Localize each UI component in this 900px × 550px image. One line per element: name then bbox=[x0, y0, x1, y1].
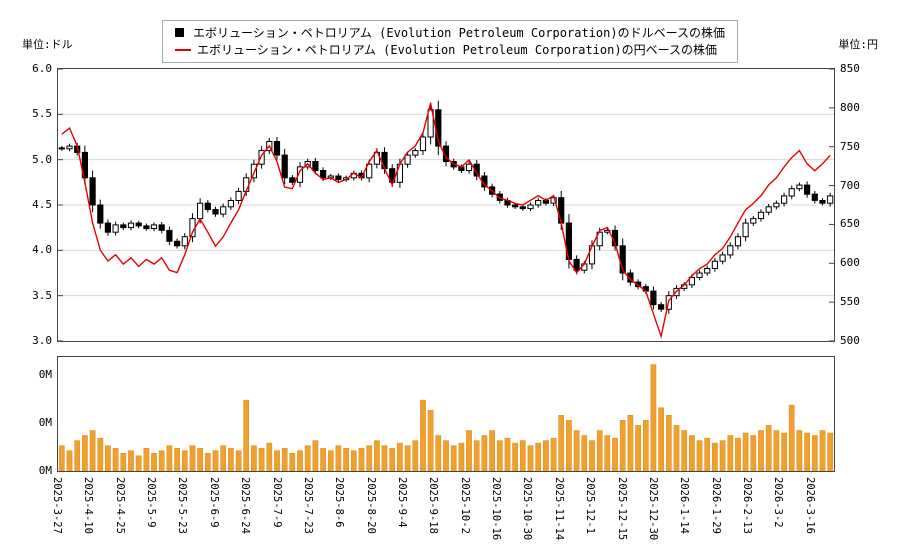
date-tick-label: 2025-5-23 bbox=[176, 477, 189, 534]
right-axis-tick-label: 650 bbox=[840, 217, 860, 231]
right-axis-tick-label: 550 bbox=[840, 295, 860, 309]
date-tick-label: 2026-3-2 bbox=[772, 477, 785, 528]
date-tick-label: 2026-3-16 bbox=[803, 477, 816, 534]
date-tick-label: 2026-1-14 bbox=[678, 477, 691, 534]
left-axis-tick-label: 3.0 bbox=[32, 334, 52, 347]
volume-chart bbox=[57, 356, 835, 472]
date-tick-label: 2025-7-9 bbox=[270, 477, 283, 528]
date-tick-label: 2025-7-23 bbox=[301, 477, 314, 534]
usd-series-marker-icon bbox=[175, 28, 185, 37]
volume-chart-canvas bbox=[58, 364, 834, 472]
price-chart-canvas bbox=[58, 68, 834, 342]
date-tick-label: 2025-5-9 bbox=[145, 477, 158, 528]
right-axis-unit-label: 単位:円 bbox=[838, 38, 878, 51]
date-tick-label: 2025-6-9 bbox=[207, 477, 220, 528]
volume-axis-tick-label: 0M bbox=[38, 464, 52, 477]
right-axis-tick-label: 700 bbox=[840, 178, 860, 192]
left-axis-tick-label: 5.5 bbox=[32, 107, 52, 121]
right-axis-tick-label: 750 bbox=[840, 139, 860, 153]
price-chart bbox=[57, 68, 835, 342]
right-axis-tick-label: 600 bbox=[840, 256, 860, 270]
volume-axis-tick-label: 0M bbox=[38, 368, 52, 382]
date-tick-label: 2025-12-30 bbox=[646, 477, 659, 541]
left-axis-unit-label: 単位:ドル bbox=[22, 38, 73, 51]
legend-row-jpy: エボリューション・ペトロリアム (Evolution Petroleum Cor… bbox=[175, 41, 725, 58]
date-tick-label: 2025-10-16 bbox=[490, 477, 503, 541]
date-tick-label: 2025-4-25 bbox=[113, 477, 126, 534]
date-tick-label: 2025-8-6 bbox=[333, 477, 346, 528]
left-axis-tick-label: 5.0 bbox=[32, 152, 52, 166]
date-tick-label: 2026-2-13 bbox=[740, 477, 753, 534]
date-tick-label: 2025-6-24 bbox=[239, 477, 252, 534]
volume-axis-tick-label: 0M bbox=[38, 416, 52, 430]
date-tick-label: 2025-3-27 bbox=[51, 477, 63, 534]
right-axis-tick-label: 800 bbox=[840, 100, 860, 114]
left-axis-tick-label: 4.0 bbox=[32, 243, 52, 257]
date-tick-label: 2025-8-20 bbox=[364, 477, 377, 534]
jpy-series-label: エボリューション・ペトロリアム (Evolution Petroleum Cor… bbox=[197, 43, 717, 57]
date-tick-label: 2025-9-18 bbox=[427, 477, 440, 534]
date-tick-label: 2025-11-14 bbox=[552, 477, 565, 541]
legend-row-usd: エボリューション・ペトロリアム (Evolution Petroleum Cor… bbox=[175, 24, 725, 41]
right-axis-tick-label: 850 bbox=[840, 62, 860, 75]
date-tick-label: 2025-12-1 bbox=[584, 477, 597, 534]
right-axis-tick-label: 500 bbox=[840, 334, 860, 347]
jpy-series-marker-icon bbox=[175, 48, 192, 51]
date-tick-label: 2025-12-15 bbox=[615, 477, 628, 541]
date-tick-label: 2025-4-10 bbox=[82, 477, 95, 534]
date-tick-label: 2026-1-29 bbox=[709, 477, 722, 534]
left-axis-tick-label: 6.0 bbox=[32, 62, 52, 75]
date-tick-label: 2025-9-4 bbox=[395, 477, 408, 528]
date-tick-label: 2025-10-2 bbox=[458, 477, 471, 534]
legend: エボリューション・ペトロリアム (Evolution Petroleum Cor… bbox=[162, 20, 738, 63]
date-tick-label: 2025-10-30 bbox=[521, 477, 534, 541]
left-axis-tick-label: 4.5 bbox=[32, 198, 52, 211]
left-axis-tick-label: 3.5 bbox=[32, 288, 52, 302]
usd-series-label: エボリューション・ペトロリアム (Evolution Petroleum Cor… bbox=[193, 26, 725, 40]
